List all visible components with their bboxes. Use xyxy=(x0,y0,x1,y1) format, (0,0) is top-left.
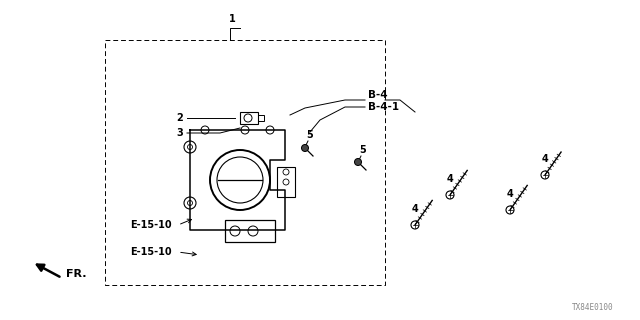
Text: 5: 5 xyxy=(307,130,314,140)
Text: E-15-10: E-15-10 xyxy=(130,247,172,257)
Text: 4: 4 xyxy=(412,204,419,214)
Text: 2: 2 xyxy=(176,113,183,123)
Text: 5: 5 xyxy=(360,145,366,155)
Bar xyxy=(277,167,295,197)
Circle shape xyxy=(355,158,362,165)
Text: 3: 3 xyxy=(176,128,183,138)
Text: E-15-10: E-15-10 xyxy=(130,220,172,230)
Text: 1: 1 xyxy=(228,14,236,24)
Text: B-4-1: B-4-1 xyxy=(368,102,399,112)
Text: 4: 4 xyxy=(541,154,548,164)
Text: FR.: FR. xyxy=(66,269,86,279)
Bar xyxy=(225,220,275,242)
Circle shape xyxy=(301,145,308,151)
Text: TX84E0100: TX84E0100 xyxy=(572,303,614,312)
Text: 4: 4 xyxy=(447,174,453,184)
Bar xyxy=(258,115,264,121)
Text: B-4: B-4 xyxy=(368,90,388,100)
Text: 4: 4 xyxy=(507,189,513,199)
Bar xyxy=(240,112,258,124)
